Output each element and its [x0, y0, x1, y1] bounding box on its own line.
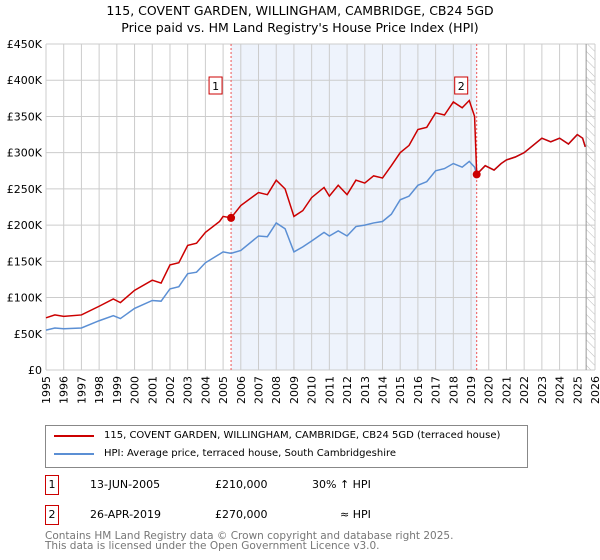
- marker-label: 2: [458, 80, 465, 93]
- marker-badge: 1: [45, 475, 59, 495]
- x-tick-label: 2006: [235, 376, 248, 404]
- x-tick-label: 2009: [288, 376, 301, 404]
- marker-badge: [208, 76, 223, 95]
- y-tick-label: £400K: [7, 74, 43, 87]
- legend: 115, COVENT GARDEN, WILLINGHAM, CAMBRIDG…: [45, 425, 528, 468]
- y-tick-label: £200K: [7, 219, 43, 232]
- legend-item-property: 115, COVENT GARDEN, WILLINGHAM, CAMBRIDG…: [54, 430, 500, 441]
- x-tick-label: 2022: [518, 376, 531, 404]
- x-tick-label: 1997: [75, 376, 88, 404]
- x-tick-label: 1995: [40, 376, 53, 404]
- sale-point: [227, 213, 236, 222]
- transaction-price: £270,000: [215, 508, 268, 521]
- x-tick-label: 2007: [253, 376, 266, 404]
- x-tick-label: 1998: [93, 376, 106, 404]
- chart-title: 115, COVENT GARDEN, WILLINGHAM, CAMBRIDG…: [106, 3, 494, 18]
- legend-swatch-red: [54, 434, 94, 437]
- x-tick-label: 2010: [306, 376, 319, 404]
- x-tick-label: 2000: [129, 376, 142, 404]
- y-tick-label: £0: [28, 364, 42, 377]
- marker-label: 1: [212, 80, 219, 93]
- footer-line: This data is licensed under the Open Gov…: [45, 540, 380, 552]
- y-tick-label: £450K: [7, 38, 43, 51]
- x-tick-label: 1999: [111, 376, 124, 404]
- x-tick-label: 2016: [412, 376, 425, 404]
- x-tick-label: 2003: [182, 376, 195, 404]
- footer-line: Contains HM Land Registry data © Crown c…: [45, 530, 454, 542]
- transaction-row: 2 26-APR-2019 £270,000 ≈ HPI: [45, 505, 545, 525]
- transaction-hpi: ≈ HPI: [340, 508, 371, 521]
- x-tick-label: 2026: [589, 376, 600, 404]
- x-tick-label: 2013: [359, 376, 372, 404]
- x-tick-label: 2005: [217, 376, 230, 404]
- sale-point: [472, 170, 481, 179]
- marker-badge: [454, 76, 469, 95]
- y-tick-label: £300K: [7, 147, 43, 160]
- x-tick-label: 2024: [554, 376, 567, 404]
- legend-item-hpi: HPI: Average price, terraced house, Sout…: [54, 448, 396, 459]
- footer: Contains HM Land Registry data © Crown c…: [45, 530, 454, 552]
- y-tick-label: £250K: [7, 183, 43, 196]
- x-tick-label: 1996: [58, 376, 71, 404]
- x-tick-label: 2020: [483, 376, 496, 404]
- x-tick-label: 2008: [270, 376, 283, 404]
- price-chart: 1995 1996 1997 1998 1999 2000 2001 2002 2003 2004…: [7, 38, 600, 404]
- x-tick-label: 2019: [465, 376, 478, 404]
- chart-subtitle: Price paid vs. HM Land Registry's House …: [121, 20, 479, 35]
- x-tick-label: 2021: [500, 376, 513, 404]
- legend-swatch-blue: [54, 452, 94, 455]
- x-tick-label: 2002: [164, 376, 177, 404]
- legend-label: HPI: Average price, terraced house, Sout…: [104, 448, 397, 459]
- marker-badge: 2: [45, 505, 59, 525]
- x-tick-label: 2025: [571, 376, 584, 404]
- transaction-price: £210,000: [215, 478, 268, 491]
- x-tick-label: 2018: [447, 376, 460, 404]
- forecast-hatch: [586, 44, 595, 370]
- legend-label: 115, COVENT GARDEN, WILLINGHAM, CAMBRIDG…: [104, 430, 501, 441]
- y-tick-label: £350K: [7, 110, 43, 123]
- x-tick-label: 2004: [199, 376, 212, 404]
- transaction-row: 1 13-JUN-2005 £210,000 30% ↑ HPI: [45, 475, 545, 495]
- transaction-date: 26-APR-2019: [90, 508, 162, 521]
- shaded-period: [231, 44, 477, 370]
- transaction-hpi: 30% ↑ HPI: [312, 478, 371, 491]
- x-tick-label: 2011: [323, 376, 336, 404]
- x-tick-label: 2012: [341, 376, 354, 404]
- y-tick-label: £150K: [7, 255, 43, 268]
- x-tick-label: 2017: [430, 376, 443, 404]
- x-tick-label: 2023: [536, 376, 549, 404]
- transaction-date: 13-JUN-2005: [90, 478, 161, 491]
- x-tick-label: 2014: [376, 376, 389, 404]
- x-tick-label: 2015: [394, 376, 407, 404]
- y-tick-label: £100K: [7, 292, 43, 305]
- property-price-line: [45, 99, 586, 319]
- y-tick-label: £50K: [14, 328, 43, 341]
- x-tick-label: 2001: [146, 376, 159, 404]
